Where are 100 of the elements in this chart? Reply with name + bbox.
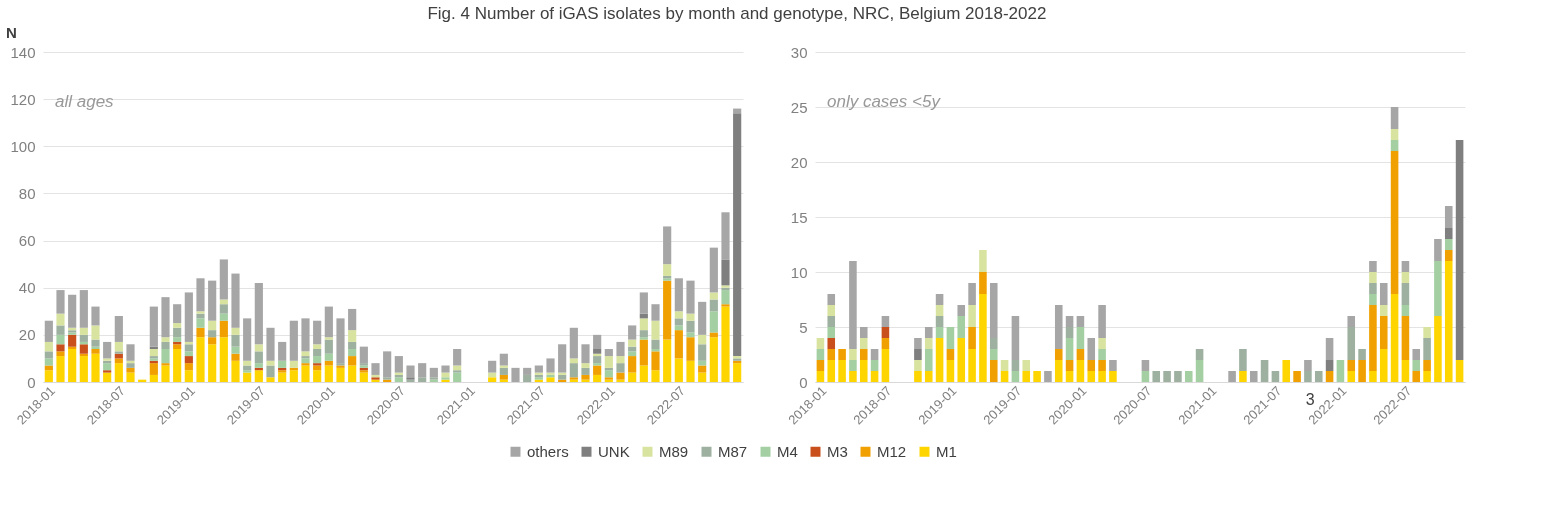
bar <box>534 365 543 373</box>
annotation: only cases <5y <box>827 91 942 111</box>
bar <box>324 339 333 354</box>
bar <box>1347 360 1356 371</box>
bar <box>231 334 240 347</box>
bar <box>1098 338 1106 349</box>
bar <box>173 327 182 338</box>
bar <box>816 338 825 349</box>
bar <box>581 344 590 364</box>
bar <box>721 304 730 307</box>
bar <box>453 370 462 373</box>
bar <box>827 360 836 382</box>
bar <box>593 349 602 354</box>
y-tick-label: 40 <box>18 279 36 297</box>
bar <box>569 363 578 378</box>
legend-label: others <box>527 442 569 460</box>
bar <box>1401 360 1410 382</box>
bar <box>674 318 683 326</box>
bar <box>1336 360 1345 382</box>
bar <box>254 283 263 345</box>
bar <box>313 356 322 364</box>
bar <box>957 305 966 316</box>
bar <box>161 349 170 364</box>
bar <box>698 301 707 335</box>
bar <box>56 325 65 335</box>
bar <box>698 344 707 361</box>
bar <box>558 374 567 380</box>
bar <box>686 332 695 338</box>
bar <box>721 259 730 286</box>
bar <box>91 349 100 354</box>
bar <box>924 349 933 371</box>
bar <box>196 311 205 314</box>
bar <box>324 337 333 340</box>
bar <box>616 379 625 382</box>
bar <box>348 349 357 357</box>
bar <box>231 273 240 328</box>
bar <box>698 334 707 345</box>
bar <box>219 337 228 382</box>
bar <box>616 372 625 380</box>
bar <box>231 327 240 335</box>
bar <box>1174 371 1182 382</box>
bar <box>914 371 922 382</box>
bar <box>935 305 944 316</box>
bar <box>946 349 955 360</box>
bar <box>935 327 944 338</box>
bar <box>278 341 287 361</box>
bar <box>1423 327 1431 338</box>
bar <box>593 356 602 364</box>
bar <box>266 327 275 361</box>
bar <box>968 305 976 327</box>
bar <box>56 313 65 326</box>
bar <box>569 327 578 359</box>
bar <box>651 339 660 349</box>
bar <box>184 363 193 371</box>
bar <box>1325 360 1334 371</box>
bar <box>441 365 450 373</box>
bar <box>126 363 135 368</box>
bar <box>979 250 987 272</box>
bar <box>881 327 890 338</box>
bar <box>79 334 88 342</box>
bar <box>103 370 112 373</box>
bar <box>628 372 637 382</box>
legend-label: UNK <box>598 442 630 460</box>
bar <box>1325 338 1334 360</box>
bar <box>278 360 287 368</box>
bar <box>859 327 868 338</box>
bar <box>639 330 648 338</box>
bar <box>1076 327 1085 349</box>
bar <box>1379 349 1388 382</box>
bar <box>881 349 890 382</box>
bar <box>663 339 672 382</box>
bar <box>616 363 625 373</box>
bar <box>1141 371 1150 382</box>
y-tick-label: 60 <box>18 232 36 250</box>
bar <box>243 370 252 373</box>
bar <box>219 320 228 338</box>
bar <box>79 327 88 335</box>
bar <box>1098 349 1106 360</box>
bar <box>674 358 683 382</box>
bar <box>870 371 879 382</box>
bar <box>243 372 252 382</box>
y-axis-title: N <box>6 23 17 41</box>
bar <box>161 297 170 338</box>
bar <box>849 360 857 371</box>
bar <box>324 353 333 361</box>
bar <box>816 371 825 382</box>
bar <box>1076 349 1085 360</box>
bar <box>56 356 65 382</box>
bar <box>196 327 205 338</box>
bar <box>301 318 310 352</box>
bar <box>914 338 922 349</box>
bar <box>709 292 718 300</box>
bar <box>196 313 205 319</box>
bar <box>881 338 890 349</box>
bar <box>628 339 637 347</box>
bar <box>979 294 987 382</box>
bar <box>44 320 53 342</box>
bar <box>149 306 158 347</box>
bar <box>126 360 135 364</box>
bar <box>231 353 240 361</box>
